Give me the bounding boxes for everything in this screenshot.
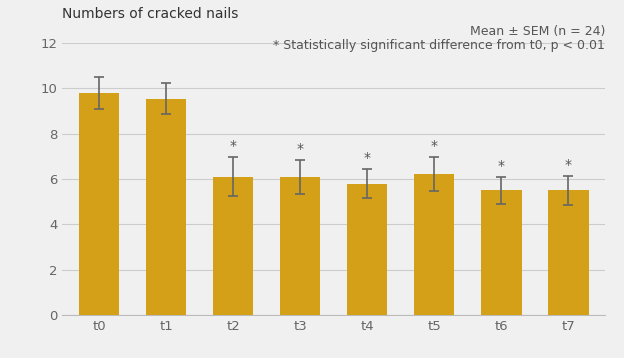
Text: *: *: [431, 139, 438, 153]
Bar: [414, 174, 454, 315]
Text: Numbers of cracked nails: Numbers of cracked nails: [62, 8, 239, 21]
Text: *: *: [565, 158, 572, 171]
Bar: [347, 184, 388, 315]
Text: *: *: [297, 142, 304, 156]
Text: *: *: [498, 159, 505, 173]
Bar: [79, 93, 119, 315]
Bar: [213, 177, 253, 315]
Bar: [280, 177, 321, 315]
Text: *: *: [230, 139, 236, 153]
Text: *: *: [364, 151, 371, 165]
Bar: [146, 98, 187, 315]
Bar: [548, 190, 588, 315]
Bar: [481, 190, 522, 315]
Text: Mean ± SEM (n = 24): Mean ± SEM (n = 24): [470, 24, 605, 38]
Text: * Statistically significant difference from t0, p < 0.01: * Statistically significant difference f…: [273, 39, 605, 53]
